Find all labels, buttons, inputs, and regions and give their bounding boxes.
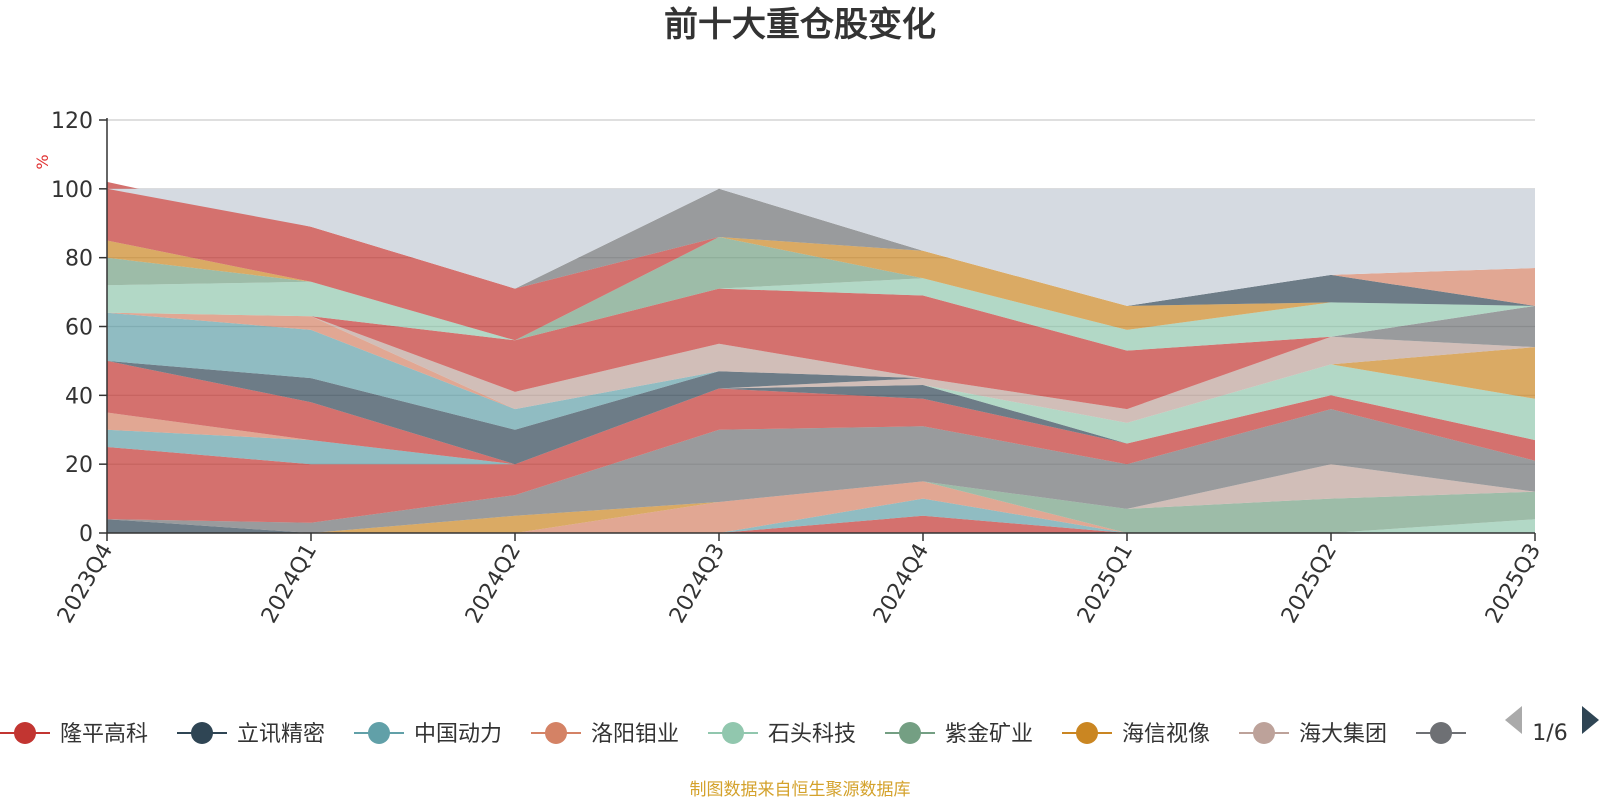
area-series-系列21 — [107, 312, 1535, 410]
data-source-note: 制图数据来自恒生聚源数据库 — [690, 780, 911, 800]
legend-label: 海信视像 — [1122, 722, 1210, 747]
y-tick-label: 80 — [65, 247, 93, 272]
y-tick-label: 100 — [51, 178, 93, 203]
y-tick-label: 20 — [65, 453, 93, 478]
area-series-海大集团 — [107, 464, 1535, 533]
x-tick-label: 2024Q1 — [257, 540, 322, 628]
area-series-系列22 — [107, 288, 1535, 410]
legend-marker-icon — [1253, 722, 1275, 744]
area-series-系列27 — [107, 181, 1535, 341]
legend-item[interactable]: 立讯精密 — [177, 722, 325, 747]
y-axis-unit: % — [33, 154, 52, 169]
area-series-系列13 — [107, 364, 1535, 465]
x-tick-label: 2024Q3 — [665, 540, 730, 628]
x-tick-label: 2025Q3 — [1481, 540, 1546, 628]
legend: 隆平高科 立讯精密 中国动力 洛阳钼业 石头科技 紫金矿业 海信视像 海大集团 — [0, 722, 1466, 747]
area-series-系列25 — [107, 237, 1535, 341]
x-tick-label: 2024Q4 — [869, 540, 934, 628]
prev-page-icon[interactable] — [1505, 706, 1522, 734]
legend-label: 立讯精密 — [237, 722, 325, 747]
legend-item[interactable]: 洛阳钼业 — [531, 722, 679, 747]
legend-item[interactable]: 石头科技 — [708, 722, 856, 747]
area-series-系列19 — [107, 312, 1535, 430]
legend-label: 洛阳钼业 — [591, 722, 679, 747]
area-series-系列11 — [107, 388, 1535, 465]
area-series-系列20 — [107, 312, 1535, 410]
legend-item[interactable]: 中国动力 — [354, 722, 502, 747]
area-series-系列15 — [107, 336, 1535, 465]
legend-item[interactable] — [1416, 722, 1466, 744]
legend-marker-icon — [1076, 722, 1098, 744]
area-series — [107, 181, 1535, 533]
area-series-系列28 — [107, 181, 1535, 306]
y-tick-label: 40 — [65, 384, 93, 409]
area-series-系列9 — [107, 409, 1535, 533]
area-series-系列24 — [107, 278, 1535, 351]
y-tick-label: 120 — [51, 109, 93, 134]
area-series-系列18 — [107, 336, 1535, 465]
area-series-立讯精密 — [107, 515, 1535, 533]
legend-item[interactable]: 海信视像 — [1062, 722, 1210, 747]
area-series-洛阳钼业 — [107, 481, 1535, 533]
x-tick-label: 2025Q1 — [1073, 540, 1138, 628]
x-tick-label: 2024Q2 — [461, 540, 526, 628]
legend-marker-icon — [14, 722, 36, 744]
y-tick-label: 0 — [79, 522, 93, 547]
legend-label: 海大集团 — [1299, 722, 1387, 747]
legend-marker-icon — [899, 722, 921, 744]
next-page-icon[interactable] — [1582, 706, 1599, 734]
legend-marker-icon — [191, 722, 213, 744]
legend-label: 紫金矿业 — [945, 722, 1033, 747]
legend-item[interactable]: 紫金矿业 — [885, 722, 1033, 747]
legend-marker-icon — [545, 722, 567, 744]
area-series-系列26 — [107, 237, 1535, 341]
area-series-隆平高科 — [107, 515, 1535, 533]
legend-page-indicator: 1/6 — [1532, 721, 1567, 746]
x-tick-label: 2023Q4 — [53, 540, 118, 628]
legend-marker-icon — [722, 722, 744, 744]
area-series-系列10 — [107, 388, 1535, 523]
legend-label: 隆平高科 — [60, 722, 148, 747]
legend-marker-icon — [368, 722, 390, 744]
area-series-紫金矿业 — [107, 481, 1535, 533]
legend-marker-icon — [1430, 722, 1452, 744]
legend-label: 石头科技 — [768, 722, 856, 747]
y-tick-label: 60 — [65, 316, 93, 341]
legend-pager: 1/6 — [1505, 706, 1599, 746]
legend-item[interactable]: 隆平高科 — [0, 722, 148, 747]
chart-title: 前十大重仓股变化 — [664, 5, 936, 45]
x-tick-label: 2025Q2 — [1277, 540, 1342, 628]
area-series-系列29 — [107, 181, 1535, 306]
area-remainder — [107, 188, 1535, 306]
legend-label: 中国动力 — [414, 722, 502, 747]
legend-item[interactable]: 海大集团 — [1239, 722, 1387, 747]
